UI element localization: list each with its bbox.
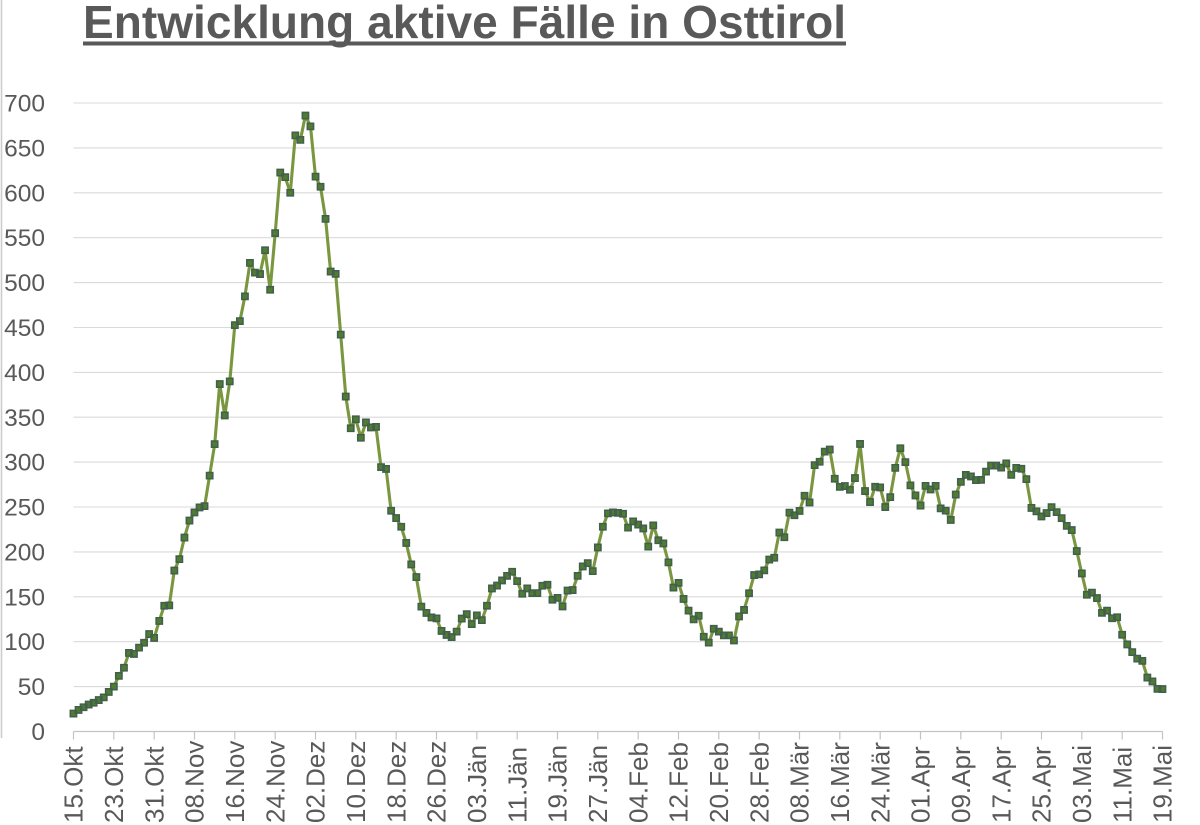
- svg-text:11.Jän: 11.Jän: [502, 747, 532, 823]
- svg-text:26.Dez: 26.Dez: [422, 741, 452, 823]
- svg-text:600: 600: [4, 180, 45, 207]
- svg-text:02.Dez: 02.Dez: [301, 741, 331, 823]
- svg-text:25.Apr: 25.Apr: [1027, 746, 1057, 823]
- svg-text:250: 250: [4, 495, 45, 522]
- svg-text:24.Mär: 24.Mär: [865, 742, 895, 823]
- svg-text:200: 200: [4, 539, 45, 566]
- svg-text:11.Mai: 11.Mai: [1107, 747, 1137, 823]
- svg-text:23.Okt: 23.Okt: [99, 746, 129, 823]
- svg-text:01.Apr: 01.Apr: [906, 746, 936, 823]
- svg-text:19.Jän: 19.Jän: [543, 745, 573, 823]
- svg-text:08.Mär: 08.Mär: [785, 742, 815, 823]
- svg-text:17.Apr: 17.Apr: [986, 746, 1016, 823]
- svg-text:550: 550: [4, 225, 45, 252]
- svg-text:300: 300: [4, 450, 45, 477]
- svg-text:27.Jän: 27.Jän: [583, 745, 613, 823]
- svg-text:500: 500: [4, 270, 45, 297]
- svg-text:18.Dez: 18.Dez: [381, 741, 411, 823]
- svg-text:150: 150: [4, 584, 45, 611]
- svg-text:350: 350: [4, 405, 45, 432]
- svg-text:12.Feb: 12.Feb: [664, 742, 694, 823]
- svg-text:04.Feb: 04.Feb: [623, 742, 653, 823]
- svg-text:20.Feb: 20.Feb: [704, 742, 734, 823]
- svg-text:28.Feb: 28.Feb: [744, 742, 774, 823]
- svg-text:16.Nov: 16.Nov: [220, 741, 250, 823]
- svg-text:10.Dez: 10.Dez: [341, 741, 371, 823]
- svg-text:16.Mär: 16.Mär: [825, 742, 855, 823]
- svg-text:Entwicklung aktive Fälle in Os: Entwicklung aktive Fälle in Osttirol: [83, 0, 846, 48]
- svg-text:19.Mai: 19.Mai: [1148, 745, 1178, 823]
- svg-text:700: 700: [4, 91, 45, 118]
- svg-text:03.Jän: 03.Jän: [462, 745, 492, 823]
- svg-text:03.Mai: 03.Mai: [1067, 745, 1097, 823]
- svg-text:15.Okt: 15.Okt: [59, 746, 89, 823]
- svg-text:50: 50: [18, 674, 45, 701]
- svg-text:0: 0: [31, 719, 45, 746]
- svg-text:650: 650: [4, 135, 45, 162]
- svg-text:08.Nov: 08.Nov: [180, 741, 210, 823]
- svg-text:24.Nov: 24.Nov: [260, 741, 290, 823]
- svg-text:09.Apr: 09.Apr: [946, 746, 976, 823]
- svg-text:31.Okt: 31.Okt: [139, 746, 169, 823]
- svg-text:450: 450: [4, 315, 45, 342]
- svg-text:100: 100: [4, 629, 45, 656]
- svg-text:400: 400: [4, 360, 45, 387]
